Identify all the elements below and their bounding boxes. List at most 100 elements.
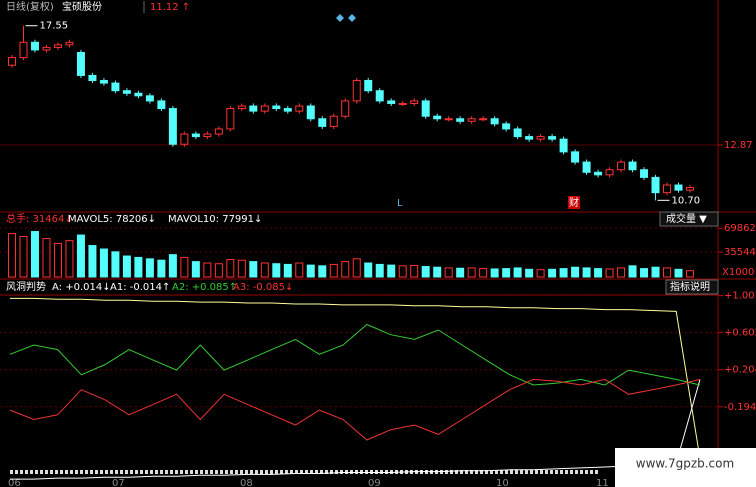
volume-bar [456, 267, 465, 278]
volume-bar [76, 234, 85, 278]
candle-body [444, 118, 453, 121]
volume-bar [513, 267, 522, 278]
candle-body [651, 176, 660, 194]
candle-body [628, 161, 637, 171]
candle-body [134, 92, 143, 97]
candle-body [513, 128, 522, 138]
volume-bar [433, 266, 442, 278]
volume-bar [88, 245, 97, 278]
volume-bar [410, 264, 419, 278]
candle-body [421, 100, 430, 117]
volume-bar [260, 262, 269, 278]
volume-bar [341, 261, 350, 278]
volume-bar [651, 266, 660, 278]
indicator-line [10, 297, 701, 459]
volume-bar [272, 263, 281, 278]
candle-body [433, 115, 442, 120]
candle-body [410, 100, 419, 104]
chart-mode: 日线(复权) [6, 0, 54, 13]
volume-bar [249, 261, 258, 278]
axis-unit: X1000 [722, 267, 754, 278]
last-price: 11.12 ↑ [150, 2, 190, 13]
candle-body [272, 105, 281, 110]
candle-body [88, 74, 97, 82]
volume-bar [329, 263, 338, 278]
help-button[interactable] [665, 279, 719, 295]
volume-bar [628, 265, 637, 278]
volume-bar [582, 267, 591, 278]
volume-bar [444, 267, 453, 278]
indicator-line [9, 323, 701, 386]
indicator-line [10, 379, 701, 480]
volume-bar [594, 268, 603, 278]
volume-bar [283, 263, 292, 278]
candle-body [387, 100, 396, 104]
volume-bar [640, 268, 649, 278]
volume-bar [686, 270, 694, 278]
volume-bar [674, 268, 683, 278]
marker: 财 [569, 196, 579, 209]
volume-bar [111, 251, 120, 278]
button-label[interactable]: 成交量 ▼ [666, 212, 707, 225]
candle-body [364, 80, 373, 92]
candle-body [53, 44, 62, 48]
volume-legend: MAVOL5: 78206↓ [68, 214, 156, 225]
volume-bar [375, 263, 384, 278]
candle-body [226, 108, 235, 130]
volume-bar [548, 268, 557, 278]
candle-body [341, 100, 350, 117]
candle-body [548, 136, 557, 140]
button-label[interactable]: 指标说明 [670, 280, 710, 293]
indicator-legend: A3: -0.085↓ [233, 282, 293, 293]
candle-body [686, 187, 694, 191]
volume-bar [30, 231, 39, 278]
candle-body [582, 161, 591, 173]
candle-body [502, 123, 511, 130]
volume-bar [605, 268, 614, 278]
candle-body [663, 184, 672, 194]
candle-body [490, 118, 499, 125]
marker: L [397, 198, 403, 209]
volume-bar [157, 259, 166, 278]
volume-bar [398, 265, 407, 278]
candle-body [617, 161, 626, 171]
annotation: 17.55 [39, 21, 68, 32]
candle-body [571, 151, 580, 163]
candle-body [398, 102, 407, 105]
volume-bar [180, 256, 189, 278]
watermark: www.7gpzb.com [636, 457, 734, 471]
volume-bar [421, 266, 430, 278]
stock-name: 宝硕股份 [62, 0, 102, 13]
volume-bar [237, 259, 246, 278]
candle-body [605, 169, 614, 176]
candle-body [640, 169, 649, 178]
volume-bar [364, 262, 373, 278]
indicator-legend: A1: -0.014↑ [110, 282, 170, 293]
indicator-button[interactable] [659, 211, 719, 227]
volume-bar [65, 240, 74, 278]
candle-body [318, 118, 327, 127]
candle-body [260, 105, 269, 112]
volume-bar [168, 254, 177, 278]
x-tick-label: 10 [496, 478, 509, 487]
info-icon [336, 14, 356, 22]
volume-bar [8, 233, 16, 278]
candle-body [145, 95, 154, 102]
candle-body [111, 82, 120, 92]
annotation: 10.70 [672, 195, 701, 206]
watermark-box [615, 448, 756, 487]
volume-bar [122, 255, 131, 278]
x-tick-label: 09 [368, 478, 381, 487]
volume-bar [536, 269, 545, 278]
y-tick-label: +0.204 [724, 365, 756, 376]
volume-bar [53, 242, 62, 278]
candle-body [674, 184, 683, 191]
y-tick-label: +1.00 [724, 291, 755, 302]
candle-body [375, 90, 384, 102]
candle-body [65, 41, 74, 46]
indicator-legend: A: +0.014↓ [52, 282, 111, 293]
candle-body [191, 133, 200, 138]
candle-body [42, 46, 51, 51]
